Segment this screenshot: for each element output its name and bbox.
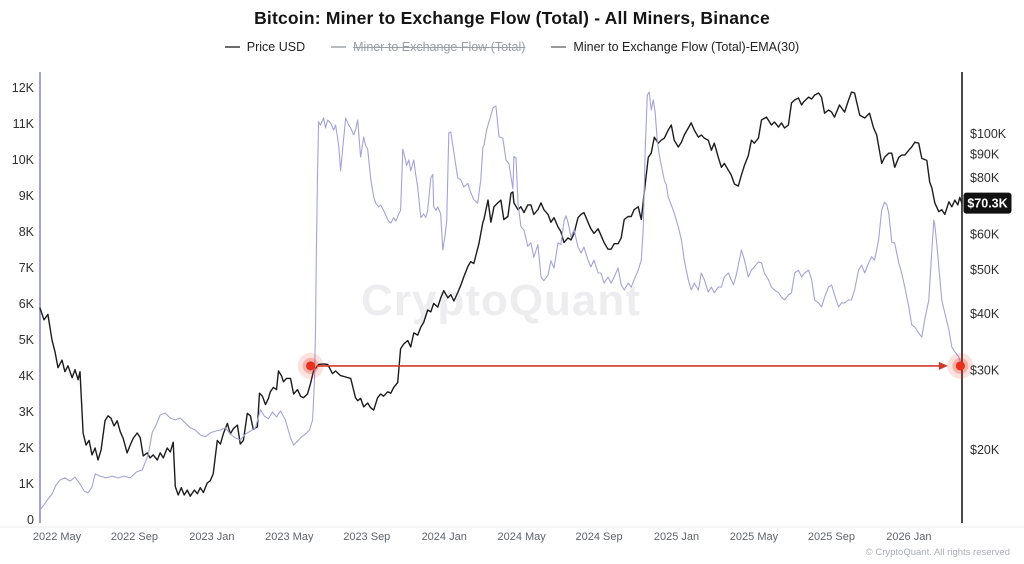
x-tick-label: 2024 Jan (422, 531, 467, 543)
annotation-arrow (297, 352, 974, 379)
right-tick-label: $100K (970, 127, 1007, 141)
x-tick-label: 2025 May (730, 531, 779, 543)
copyright-text: © CryptoQuant. All rights reserved (865, 547, 1010, 558)
right-tick-label: $60K (970, 227, 1000, 241)
left-tick-label: 12K (12, 81, 35, 95)
right-tick-label: $30K (970, 363, 1000, 377)
legend-label: Miner to Exchange Flow (Total)-EMA(30) (573, 40, 800, 54)
flow-ema-series-line (39, 91, 963, 511)
x-tick-label: 2023 May (265, 531, 314, 543)
legend-label: Miner to Exchange Flow (Total) (353, 40, 526, 54)
legend-item-3[interactable]: Miner to Exchange Flow (Total)-EMA(30) (551, 40, 799, 54)
x-axis-ticks: 2022 May 2022 Sep 2023 Jan 2023 May 2023 Sep… (33, 531, 932, 543)
legend-dash-icon (224, 46, 240, 48)
left-tick-label: 10K (12, 153, 35, 167)
annotation-dot-start (297, 352, 324, 379)
left-tick-label: 9K (19, 189, 35, 203)
x-tick-label: 2026 Jan (886, 531, 931, 543)
x-tick-label: 2022 May (33, 531, 82, 543)
x-tick-label: 2024 Sep (576, 531, 623, 543)
legend: Price USD Miner to Exchange Flow (Total) M… (0, 40, 1024, 54)
legend-dash-icon (331, 46, 347, 48)
right-tick-label: $50K (970, 263, 1000, 277)
annotation-dot-end (947, 352, 974, 379)
left-tick-label: 5K (19, 333, 35, 347)
left-tick-label: 0 (27, 513, 34, 527)
x-tick-label: 2025 Jan (654, 531, 699, 543)
x-tick-label: 2025 Sep (808, 531, 855, 543)
current-price-badge: $70.3K (963, 192, 1012, 214)
left-tick-label: 4K (19, 369, 35, 383)
legend-item-2[interactable]: Miner to Exchange Flow (Total) (331, 40, 525, 54)
right-tick-label: $80K (970, 171, 1000, 185)
price-series-line (39, 91, 963, 497)
left-tick-label: 1K (19, 477, 35, 491)
right-tick-label: $90K (970, 148, 1000, 162)
right-tick-label: $20K (970, 443, 1000, 457)
left-tick-label: 7K (19, 261, 35, 275)
right-axis-ticks: $100K $90K $80K $60K $50K $40K $30K $20K (970, 127, 1007, 457)
left-tick-label: 2K (19, 441, 35, 455)
x-tick-label: 2023 Jan (189, 531, 234, 543)
left-tick-label: 8K (19, 225, 35, 239)
x-tick-label: 2024 May (497, 531, 546, 543)
legend-dash-icon (551, 46, 567, 48)
left-tick-label: 3K (19, 405, 35, 419)
legend-item-1[interactable]: Price USD (224, 40, 306, 54)
chart-title: Bitcoin: Miner to Exchange Flow (Total) … (254, 8, 770, 28)
x-tick-label: 2023 Sep (343, 531, 390, 543)
legend-label: Price USD (246, 40, 306, 54)
right-tick-label: $40K (970, 307, 1000, 321)
left-axis-ticks: 0 1K 2K 3K 4K 5K 6K 7K 8K 9K 10K 11K 12K (12, 81, 35, 527)
x-tick-label: 2022 Sep (111, 531, 158, 543)
left-tick-label: 11K (13, 117, 35, 131)
arrowhead-icon (938, 361, 948, 370)
left-tick-label: 6K (19, 297, 35, 311)
current-price-label: $70.3K (967, 197, 1007, 211)
